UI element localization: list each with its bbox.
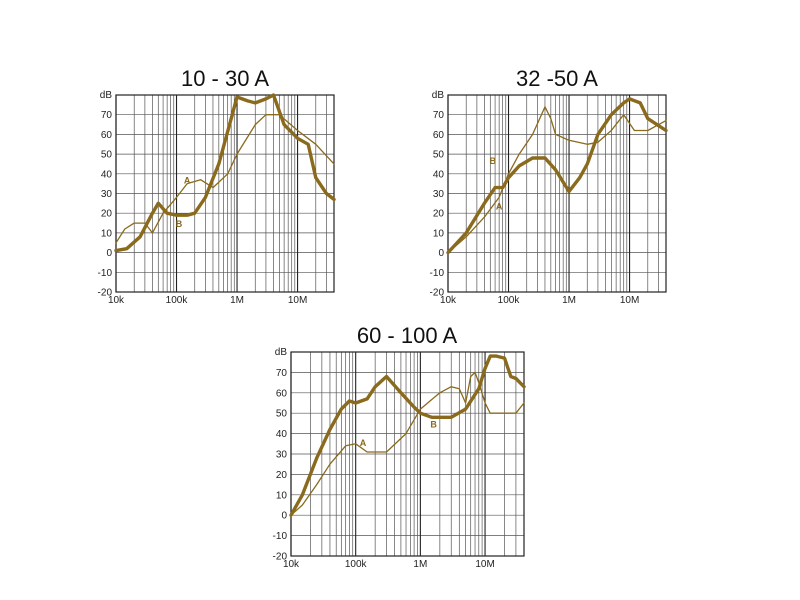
chart-title: 10 - 30 A — [181, 66, 269, 91]
x-tick-label: 100k — [345, 559, 368, 570]
x-tick-label: 1M — [562, 295, 576, 306]
chart-title: 60 - 100 A — [357, 323, 458, 348]
x-tick-label: 100k — [498, 295, 521, 306]
series-b-label: B — [430, 419, 437, 429]
y-tick-label: 10 — [101, 228, 113, 239]
y-tick-label: 30 — [433, 189, 445, 200]
y-tick-label: 40 — [101, 169, 113, 180]
y-tick-label: -20 — [430, 288, 445, 299]
chart-title: 32 -50 A — [516, 66, 598, 91]
series-b-label: B — [490, 156, 497, 166]
x-tick-label: 10k — [108, 295, 125, 306]
y-tick-label: 70 — [276, 368, 288, 379]
x-tick-label: 1M — [413, 559, 427, 570]
y-tick-label: 30 — [276, 450, 288, 461]
plot-frame — [115, 94, 335, 293]
y-tick-label: 60 — [101, 130, 113, 141]
y-tick-label: 40 — [276, 429, 288, 440]
x-tick-label: 10k — [283, 559, 300, 570]
series-a-label: A — [496, 201, 503, 211]
y-tick-label: 10 — [276, 490, 288, 501]
series-a-label: A — [184, 176, 191, 186]
plot-frame — [290, 351, 525, 557]
x-tick-label: 1M — [230, 295, 244, 306]
x-tick-label: 10M — [288, 295, 307, 306]
y-tick-label: 50 — [433, 150, 445, 161]
y-tick-label: -10 — [430, 268, 445, 279]
x-tick-label: 10M — [620, 295, 639, 306]
x-tick-label: 10M — [475, 559, 494, 570]
y-tick-label: 60 — [433, 130, 445, 141]
y-tick-label: -20 — [98, 288, 113, 299]
y-unit-label: dB — [432, 90, 445, 101]
series-a-line — [290, 371, 525, 516]
y-tick-label: 0 — [438, 248, 444, 259]
y-tick-label: 20 — [276, 470, 288, 481]
y-tick-label: -10 — [273, 531, 288, 542]
y-tick-label: 70 — [101, 110, 113, 121]
y-tick-label: 50 — [101, 150, 113, 161]
y-tick-label: 70 — [433, 110, 445, 121]
y-unit-label: dB — [275, 347, 288, 358]
y-tick-label: 30 — [101, 189, 113, 200]
y-tick-label: 0 — [106, 248, 112, 259]
series-b-line — [114, 93, 336, 253]
y-tick-label: 20 — [101, 209, 113, 220]
y-tick-label: 40 — [433, 169, 445, 180]
series-a-label: A — [360, 438, 367, 448]
y-tick-label: 0 — [281, 511, 287, 522]
series-b-line — [289, 354, 526, 517]
y-tick-label: 10 — [433, 228, 445, 239]
series-a-line — [447, 106, 667, 254]
plot-frame — [447, 94, 667, 293]
x-tick-label: 10k — [440, 295, 457, 306]
y-tick-label: 50 — [276, 409, 288, 420]
y-tick-label: 20 — [433, 209, 445, 220]
y-tick-label: -20 — [273, 552, 288, 563]
y-tick-label: -10 — [98, 268, 113, 279]
series-b-label: B — [176, 219, 183, 229]
x-tick-label: 100k — [166, 295, 189, 306]
y-tick-label: 60 — [276, 388, 288, 399]
y-unit-label: dB — [100, 90, 113, 101]
series-b-line — [446, 97, 668, 255]
